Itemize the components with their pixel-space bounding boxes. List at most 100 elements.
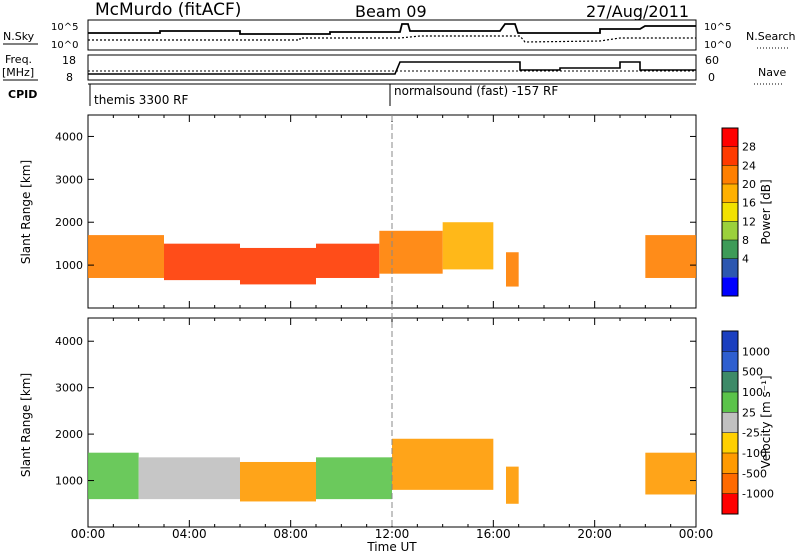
power-y-tick-label: 3000 [55, 173, 83, 186]
nsearch-label: N.Search [746, 30, 796, 43]
velocity-panel: 1000 2000 3000 4000 Slant Range [km] 1000 50… [19, 317, 774, 528]
power-panel: 1000 2000 3000 4000 Slant Range [km] 28 24 20… [19, 114, 773, 309]
velocity-ylabel: Slant Range [km] [19, 373, 33, 477]
power-echo-region [316, 243, 380, 278]
velocity-y-tick-label: 3000 [55, 382, 83, 395]
cpid-panel: CPID themis 3300 RF normalsound (fast) -… [8, 83, 696, 107]
time-tick-label: 00:00 [71, 527, 106, 541]
velocity-y-axis: 1000 2000 3000 4000 [55, 335, 696, 488]
nsearch-trace [88, 35, 696, 43]
time-tick-label: 20:00 [577, 527, 612, 541]
power-echo-region [240, 247, 316, 285]
power-colorbar-tick-label: 12 [742, 215, 756, 228]
velocity-colorbar-tick-label: 25 [742, 406, 756, 419]
cpid-label: CPID [8, 88, 37, 101]
velocity-colorbar-tick-label: 100 [742, 386, 763, 399]
velocity-colorbar-frame [721, 330, 739, 515]
power-colorbar-tick-label: 20 [742, 178, 756, 191]
velocity-echo-region [645, 452, 696, 495]
nave-tick-top: 60 [705, 54, 719, 67]
velocity-y-tick-label: 4000 [55, 335, 83, 348]
power-colorbar-frame [721, 127, 739, 297]
power-colorbar-tick-label: 28 [742, 141, 756, 154]
nsky-tick-bottom: 10^0 [51, 40, 78, 51]
freq-tick-bottom: 8 [66, 71, 73, 84]
power-colorbar-segment [722, 184, 738, 203]
freq-frame [87, 54, 697, 81]
velocity-colorbar-tick-label: -500 [742, 467, 767, 480]
time-tick-label: 12:00 [375, 527, 410, 541]
velocity-echo-region [240, 461, 316, 502]
freq-tick-top: 18 [62, 54, 76, 67]
freq-label-2: [MHz] [2, 66, 34, 79]
velocity-colorbar: 1000 500 100 25 -25 -100 -500 -1000 [721, 330, 774, 515]
time-axis-label: Time UT [366, 540, 417, 554]
power-colorbar-tick-label: 16 [742, 197, 756, 210]
velocity-colorbar-segment [722, 473, 738, 494]
velocity-colorbar-tick-label: 500 [742, 366, 763, 379]
power-colorbar-segment [722, 146, 738, 166]
velocity-echo-region [88, 452, 139, 500]
time-tick-label: 16:00 [476, 527, 511, 541]
power-colorbar-tick-label: 24 [742, 159, 756, 172]
time-axis-ticks: 00:00 04:00 08:00 12:00 16:00 20:00 00:00 [71, 527, 714, 541]
power-colorbar-segment [722, 128, 738, 147]
power-echo-regions [88, 222, 696, 287]
power-colorbar-label: Power [dB] [759, 179, 773, 244]
date-title: 27/Aug/2011 [586, 2, 689, 21]
power-ylabel: Slant Range [km] [19, 160, 33, 264]
velocity-colorbar-tick-label: -1000 [742, 488, 774, 501]
power-echo-region [506, 252, 519, 287]
cpid-segment-2: normalsound (fast) -157 RF [394, 84, 558, 98]
velocity-echo-region [506, 466, 519, 504]
power-colorbar-tick-label: 8 [742, 234, 749, 247]
time-tick-label: 00:00 [679, 527, 714, 541]
velocity-colorbar-segment [722, 351, 738, 372]
power-echo-region [164, 243, 240, 281]
velocity-y-tick-label: 1000 [55, 475, 83, 488]
velocity-colorbar-segment [722, 371, 738, 392]
nsky-frame [87, 19, 697, 51]
power-x-axis [87, 115, 697, 308]
time-tick-label: 08:00 [273, 527, 308, 541]
nsearch-tick-top: 10^5 [704, 22, 731, 33]
velocity-colorbar-segment [722, 331, 738, 352]
nsky-tick-top: 10^5 [51, 22, 78, 33]
velocity-colorbar-label: Velocity [m s⁻¹] [759, 375, 773, 468]
station-title: McMurdo (fitACF) [95, 0, 241, 20]
velocity-echo-regions [88, 438, 696, 504]
power-echo-region [645, 235, 696, 278]
power-colorbar-segment [722, 258, 738, 278]
power-echo-region [88, 235, 164, 278]
power-colorbar-segment [722, 202, 738, 222]
power-colorbar-tick-label: 4 [742, 253, 749, 266]
velocity-colorbar-segment [722, 453, 738, 474]
beam-title: Beam 09 [355, 2, 427, 21]
velocity-echo-region [392, 438, 494, 490]
nsearch-tick-bottom: 10^0 [704, 40, 731, 51]
power-echo-region [379, 230, 443, 274]
velocity-colorbar-segment [722, 412, 738, 433]
nave-label: Nave [758, 66, 786, 79]
freq-trace [88, 61, 696, 75]
time-tick-label: 04:00 [172, 527, 207, 541]
power-colorbar-segment [722, 277, 738, 296]
velocity-y-tick-label: 2000 [55, 428, 83, 441]
power-colorbar-segment [722, 221, 738, 240]
velocity-colorbar-segment [722, 392, 738, 413]
velocity-colorbar-tick-label: -100 [742, 447, 767, 460]
nsky-label: N.Sky [3, 30, 35, 43]
velocity-colorbar-tick-label: 1000 [742, 345, 770, 358]
power-colorbar-segment [722, 165, 738, 184]
power-y-axis: 1000 2000 3000 4000 [55, 130, 696, 272]
power-y-tick-label: 2000 [55, 216, 83, 229]
nsky-trace [88, 23, 696, 35]
power-echo-region [442, 222, 494, 270]
velocity-echo-region [316, 457, 392, 500]
freq-label-1: Freq. [5, 53, 32, 66]
cpid-segment-1: themis 3300 RF [94, 93, 188, 107]
velocity-colorbar-tick-label: -25 [742, 427, 760, 440]
velocity-echo-region [138, 457, 240, 500]
power-y-tick-label: 1000 [55, 259, 83, 272]
